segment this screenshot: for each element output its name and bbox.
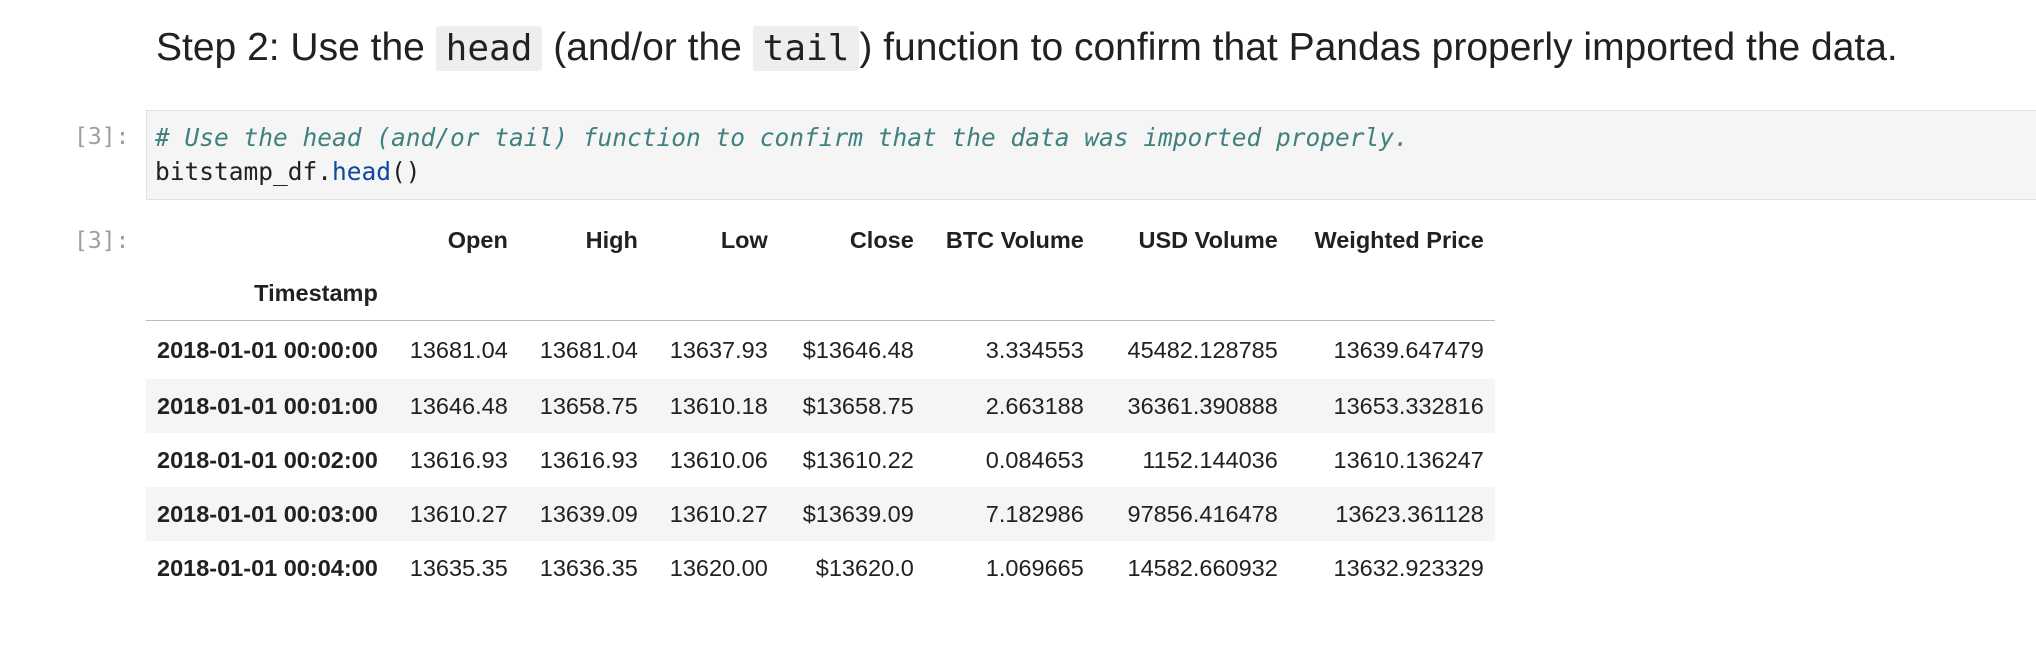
table-cell: 13616.93	[539, 446, 638, 473]
table-cell: 7.182986	[985, 500, 1084, 527]
table-cell: 13623.361128	[1335, 500, 1484, 527]
table-cell: 13639.09	[539, 500, 638, 527]
table-cell: 36361.390888	[1127, 392, 1278, 419]
table-row: 2018-01-01 00:01:00 13646.48 13658.75 13…	[146, 379, 1495, 433]
output-area: Open High Low Close BTC Volume USD Volum…	[146, 214, 1495, 595]
column-header-row: Open High Low Close BTC Volume USD Volum…	[146, 214, 1495, 266]
column-header: Weighted Price	[1314, 226, 1484, 253]
table-cell: 13681.04	[539, 336, 638, 363]
table-cell: 0.084653	[985, 446, 1084, 473]
table-cell: $13639.09	[802, 500, 914, 527]
table-cell: 13610.06	[669, 446, 768, 473]
code-function: head	[332, 157, 392, 186]
table-cell: 13653.332816	[1333, 392, 1484, 419]
table-cell: 13639.647479	[1333, 336, 1484, 363]
row-index: 2018-01-01 00:04:00	[157, 554, 378, 581]
dataframe-table: Open High Low Close BTC Volume USD Volum…	[146, 214, 1495, 595]
table-cell: 13610.27	[409, 500, 508, 527]
table-cell: 45482.128785	[1127, 336, 1278, 363]
table-cell: 13658.75	[539, 392, 638, 419]
table-cell: 13635.35	[409, 554, 508, 581]
table-cell: $13658.75	[802, 392, 914, 419]
table-cell: 13646.48	[409, 392, 508, 419]
code-object: bitstamp_df.	[155, 157, 333, 186]
table-cell: 13610.18	[669, 392, 768, 419]
table-cell: 1152.144036	[1142, 446, 1278, 473]
heading-text-1: Step 2: Use the	[156, 26, 436, 69]
table-cell: 3.334553	[985, 336, 1084, 363]
table-cell: 13610.27	[669, 500, 768, 527]
heading-text-2: (and/or the	[542, 26, 753, 69]
index-name-row: Timestamp	[146, 266, 1495, 321]
input-prompt: [3]:	[74, 124, 130, 150]
table-row: 2018-01-01 00:04:00 13635.35 13636.35 13…	[146, 541, 1495, 595]
column-header: Open	[447, 226, 508, 253]
row-index: 2018-01-01 00:00:00	[157, 336, 378, 363]
table-cell: $13646.48	[802, 336, 914, 363]
column-header: BTC Volume	[945, 226, 1084, 253]
output-prompt: [3]:	[74, 228, 130, 254]
table-cell: 13681.04	[409, 336, 508, 363]
index-name: Timestamp	[146, 266, 389, 321]
index-corner-cell	[146, 214, 389, 266]
row-index: 2018-01-01 00:03:00	[157, 500, 378, 527]
table-row: 2018-01-01 00:02:00 13616.93 13616.93 13…	[146, 433, 1495, 487]
table-row: 2018-01-01 00:00:00 13681.04 13681.04 13…	[146, 321, 1495, 380]
column-header: High	[585, 226, 638, 253]
step-heading: Step 2: Use the head (and/or the tail) f…	[156, 18, 2016, 79]
table-cell: 13636.35	[539, 554, 638, 581]
table-cell: 97856.416478	[1127, 500, 1278, 527]
heading-text-3: ) function to confirm that Pandas proper…	[859, 26, 1898, 69]
column-header: USD Volume	[1138, 226, 1278, 253]
table-cell: $13610.22	[802, 446, 914, 473]
markdown-cell[interactable]: Step 2: Use the head (and/or the tail) f…	[156, 18, 2016, 79]
code-editor[interactable]: # Use the head (and/or tail) function to…	[146, 110, 2036, 200]
table-cell: 13637.93	[669, 336, 768, 363]
table-cell: 13610.136247	[1333, 446, 1484, 473]
code-comment: # Use the head (and/or tail) function to…	[155, 123, 1409, 152]
column-header: Close	[849, 226, 914, 253]
table-cell: 2.663188	[985, 392, 1084, 419]
table-cell: 1.069665	[985, 554, 1084, 581]
table-cell: 14582.660932	[1127, 554, 1278, 581]
heading-code-head: head	[435, 26, 543, 71]
table-cell: $13620.0	[815, 554, 914, 581]
table-row: 2018-01-01 00:03:00 13610.27 13639.09 13…	[146, 487, 1495, 541]
row-index: 2018-01-01 00:01:00	[157, 392, 378, 419]
heading-code-tail: tail	[752, 26, 860, 71]
table-cell: 13620.00	[669, 554, 768, 581]
column-header: Low	[720, 226, 768, 253]
code-parens: ()	[391, 157, 421, 186]
row-index: 2018-01-01 00:02:00	[157, 446, 378, 473]
table-cell: 13616.93	[409, 446, 508, 473]
table-cell: 13632.923329	[1333, 554, 1484, 581]
